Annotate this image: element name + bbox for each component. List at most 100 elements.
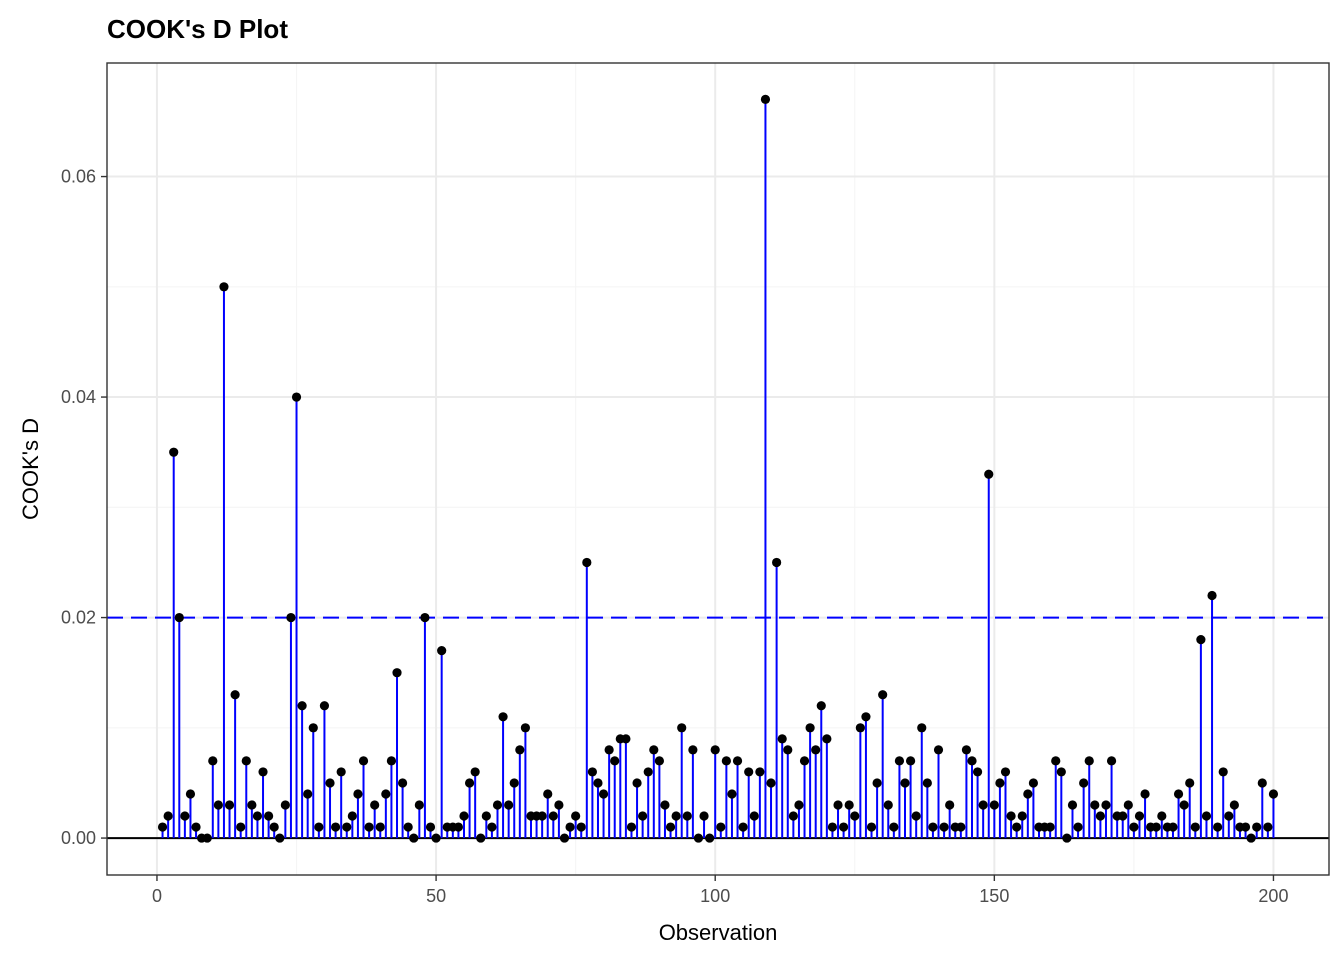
data-point: [945, 800, 955, 810]
data-point: [571, 811, 581, 821]
data-point: [1090, 800, 1100, 810]
data-point: [833, 800, 843, 810]
x-axis-title: Observation: [659, 920, 778, 945]
data-point: [604, 745, 614, 755]
data-point: [1224, 811, 1234, 821]
data-point: [967, 756, 977, 766]
data-point: [1218, 767, 1228, 777]
reference-lines: [107, 616, 1329, 840]
data-point: [157, 822, 168, 832]
data-point: [1067, 800, 1078, 810]
data-point: [236, 822, 246, 832]
data-point: [163, 811, 173, 821]
data-point: [269, 822, 279, 832]
data-point: [297, 701, 307, 711]
data-point: [1123, 800, 1133, 810]
data-point: [381, 789, 391, 799]
data-point: [397, 778, 408, 788]
data-point: [643, 767, 653, 777]
data-point: [1073, 822, 1083, 832]
data-point: [280, 800, 290, 810]
data-point: [732, 756, 743, 766]
data-point: [1056, 767, 1066, 777]
lollipop-points: [157, 94, 1279, 843]
data-point: [1268, 789, 1279, 799]
data-point: [336, 767, 346, 777]
data-point: [1028, 778, 1039, 788]
data-point: [989, 800, 999, 810]
data-point: [1196, 635, 1206, 645]
data-point: [799, 756, 810, 766]
data-point: [358, 756, 369, 766]
data-point: [308, 723, 318, 733]
data-point: [219, 282, 229, 292]
data-point: [811, 745, 821, 755]
data-point: [453, 822, 464, 832]
data-point: [654, 756, 664, 766]
data-point: [515, 745, 525, 755]
data-point: [375, 822, 385, 832]
data-point: [889, 822, 899, 832]
data-point: [688, 745, 698, 755]
data-point: [208, 756, 218, 766]
data-point: [598, 789, 609, 799]
data-point: [437, 646, 447, 656]
data-point: [727, 789, 737, 799]
data-point: [1017, 811, 1027, 821]
data-point: [1179, 800, 1189, 810]
data-point: [1062, 833, 1072, 843]
data-point: [213, 800, 223, 810]
data-point: [1240, 822, 1251, 832]
data-point: [839, 822, 849, 832]
x-tick-labels: 0 50 100 150 200: [152, 886, 1289, 906]
x-tick-label: 150: [979, 886, 1009, 906]
data-point: [984, 469, 994, 479]
data-point: [772, 557, 782, 568]
data-point: [314, 822, 324, 832]
data-point: [626, 822, 637, 832]
data-point: [409, 833, 419, 843]
data-point: [827, 822, 838, 832]
y-axis-title: COOK's D: [18, 418, 43, 520]
data-point: [1185, 778, 1195, 788]
data-point: [241, 756, 251, 766]
data-point: [386, 756, 397, 766]
data-point: [275, 833, 285, 843]
data-point: [492, 800, 503, 810]
y-tick-label: 0.02: [61, 608, 96, 628]
data-point: [1000, 767, 1011, 777]
data-point: [1084, 756, 1094, 766]
data-point: [476, 833, 486, 843]
data-point: [185, 789, 196, 799]
data-point: [649, 745, 659, 755]
data-point: [894, 756, 905, 766]
data-point: [1246, 833, 1256, 843]
data-point: [459, 811, 469, 821]
y-tick-label: 0.04: [61, 387, 96, 407]
data-point: [760, 94, 771, 104]
data-point: [978, 800, 988, 810]
data-point: [788, 811, 798, 821]
data-point: [1118, 811, 1128, 821]
data-point: [638, 811, 648, 821]
x-tick-label: 50: [426, 886, 446, 906]
data-point: [749, 811, 759, 821]
data-point: [1045, 822, 1055, 832]
data-point: [766, 778, 776, 788]
data-point: [1012, 822, 1022, 832]
data-point: [738, 822, 748, 832]
data-point: [370, 800, 380, 810]
data-point: [174, 612, 184, 623]
data-point: [972, 767, 983, 777]
data-point: [716, 822, 726, 832]
data-point: [202, 833, 212, 843]
data-point: [710, 745, 720, 755]
data-point: [911, 811, 921, 821]
x-tick-label: 100: [700, 886, 730, 906]
data-point: [347, 811, 357, 821]
data-point: [1157, 811, 1167, 821]
data-point: [621, 734, 631, 744]
chart-title: COOK's D Plot: [107, 14, 288, 44]
data-point: [878, 690, 888, 700]
data-point: [777, 734, 787, 744]
